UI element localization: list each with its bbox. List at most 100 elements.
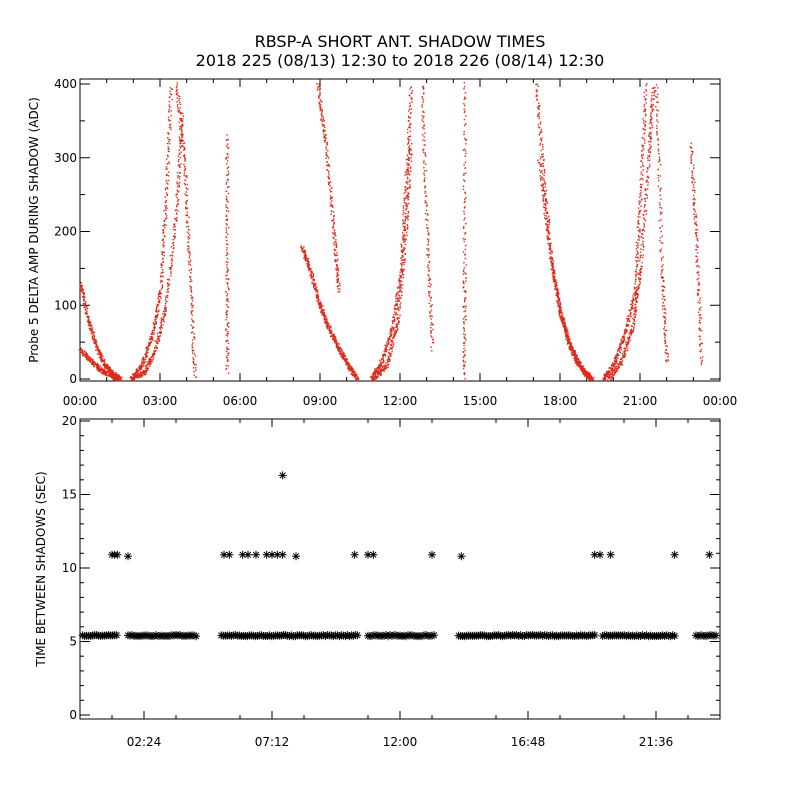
top-data-point	[166, 158, 168, 160]
top-data-point	[627, 339, 630, 341]
top-data-point	[656, 96, 658, 99]
top-data-point	[170, 246, 173, 248]
top-data-point	[609, 374, 611, 376]
top-data-point	[330, 204, 333, 206]
top-data-point	[403, 192, 405, 194]
top-data-point	[633, 318, 635, 320]
top-data-point	[304, 258, 306, 260]
top-data-point	[567, 337, 570, 339]
top-data-point	[633, 324, 636, 326]
top-data-point	[545, 228, 547, 230]
top-data-point	[120, 376, 122, 379]
top-data-point	[93, 337, 95, 340]
top-data-point	[187, 241, 190, 243]
top-data-point	[156, 311, 158, 313]
top-data-point	[653, 98, 655, 100]
top-data-point	[546, 202, 549, 204]
top-data-point	[542, 162, 544, 165]
top-data-point	[189, 253, 191, 255]
top-data-point	[82, 297, 85, 299]
top-data-point	[81, 285, 83, 287]
top-data-point	[87, 355, 89, 357]
top-data-point	[170, 275, 172, 277]
top-data-point	[389, 360, 391, 362]
top-data-point	[402, 270, 404, 272]
top-data-point	[629, 313, 631, 316]
top-data-point	[463, 210, 465, 212]
top-data-point	[104, 367, 106, 370]
top-data-point	[164, 308, 167, 310]
top-data-point	[646, 170, 648, 173]
top-data-point	[396, 329, 399, 331]
top-data-point	[178, 186, 180, 188]
top-data-point	[346, 362, 349, 365]
top-data-point	[400, 269, 402, 271]
top-data-point	[401, 294, 403, 297]
top-data-point	[429, 299, 432, 302]
top-data-point	[85, 351, 87, 354]
top-data-point	[464, 161, 467, 164]
top-data-point	[356, 375, 358, 377]
top-data-point	[109, 370, 111, 372]
top-data-point	[167, 282, 169, 284]
top-data-point	[147, 346, 149, 348]
top-data-point	[336, 260, 338, 262]
top-data-point	[411, 154, 413, 156]
top-data-point	[569, 338, 571, 340]
top-data-point	[112, 371, 114, 374]
top-data-point	[539, 121, 542, 123]
top-data-point	[548, 243, 550, 246]
top-data-point	[635, 291, 638, 293]
top-data-point	[314, 284, 317, 286]
top-data-point	[547, 212, 549, 215]
top-data-point	[86, 307, 88, 310]
top-data-point	[91, 327, 94, 329]
top-data-point	[375, 368, 377, 370]
top-data-point	[398, 309, 400, 312]
top-data-point	[642, 233, 644, 236]
top-data-point	[633, 328, 635, 330]
top-data-point	[185, 194, 187, 197]
top-data-point	[574, 359, 576, 361]
top-data-point	[463, 179, 465, 181]
top-data-point	[567, 342, 569, 345]
top-data-point	[382, 354, 384, 357]
top-data-point	[184, 167, 187, 170]
top-data-point	[658, 156, 661, 159]
top-data-point	[132, 375, 134, 377]
top-data-point	[425, 209, 428, 212]
top-data-point	[354, 374, 356, 376]
top-data-point	[191, 300, 194, 302]
top-data-point	[649, 119, 651, 121]
top-data-point	[146, 366, 148, 369]
top-data-point	[324, 141, 326, 143]
top-data-point	[624, 349, 627, 351]
top-data-point	[645, 94, 648, 96]
top-data-point	[633, 320, 635, 322]
top-data-point	[142, 372, 144, 374]
top-data-point	[554, 284, 557, 286]
top-data-point	[225, 311, 227, 314]
top-data-point	[370, 375, 372, 378]
top-data-point	[350, 373, 352, 375]
top-data-point	[336, 267, 339, 270]
top-data-point	[324, 139, 326, 142]
top-data-point	[325, 134, 327, 137]
top-data-point	[152, 353, 154, 355]
top-data-point	[166, 294, 169, 297]
top-data-point	[338, 351, 340, 353]
top-data-point	[615, 355, 617, 357]
top-data-point	[158, 338, 160, 340]
top-data-point	[179, 101, 181, 104]
top-data-point	[330, 195, 332, 197]
top-data-point	[225, 328, 227, 330]
top-data-point	[322, 131, 325, 133]
top-data-point	[159, 275, 162, 277]
top-data-point	[630, 312, 632, 315]
top-data-point	[422, 134, 424, 136]
top-data-point	[408, 145, 411, 147]
top-data-point	[463, 267, 465, 269]
top-data-point	[157, 340, 159, 343]
top-data-point	[662, 268, 664, 271]
top-data-point	[464, 96, 466, 98]
